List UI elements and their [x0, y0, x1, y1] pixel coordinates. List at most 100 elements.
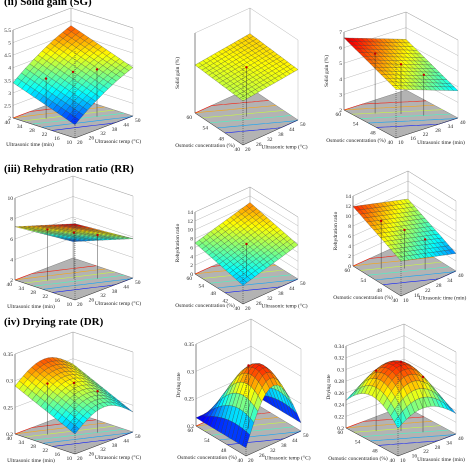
section-title-rehydration-ratio: (iii) Rehydration ratio (RR)	[4, 163, 134, 175]
y-tick-label: 54	[355, 439, 361, 445]
section-title-solid-gain: (ii) Solid gain (SG)	[4, 0, 92, 8]
x-tick-label: 40	[458, 273, 464, 279]
design-points	[373, 52, 425, 116]
x-axis-label: Ultrasonic time (min)	[417, 139, 465, 146]
z-tick-label: 0.34	[334, 344, 344, 350]
z-axis-label: Solid gain (%)	[174, 57, 181, 89]
design-point	[373, 52, 377, 55]
y-tick-label: 28	[29, 128, 35, 134]
z-tick-label: 12	[346, 204, 352, 210]
surface-plot-dr-1: 0.2 0.25 0.3 0.35 20 26 32 38 44 50 10 16 22 28 34 40 Dr…	[0, 331, 141, 464]
z-tick-label: 5	[339, 61, 342, 67]
y-tick-label: 48	[221, 448, 227, 454]
z-tick-label: 0.25	[3, 405, 13, 411]
z-tick-label: 6	[339, 46, 342, 52]
z-axis-label: Solid gain (%)	[323, 55, 330, 87]
surface-plot-dr-3: 0.2 0.22 0.24 0.26 0.28 0.3 0.32 0.34 10 16 22 28 34…	[326, 323, 465, 464]
z-tick-label: 10	[8, 196, 14, 202]
z-tick-label: 2	[8, 116, 11, 122]
x-tick-label: 26	[89, 452, 95, 458]
y-tick-label: 28	[31, 290, 37, 296]
y-tick-label: 10	[67, 302, 73, 308]
surface-mesh	[343, 37, 459, 91]
design-point	[247, 364, 250, 367]
x-tick-label: 32	[267, 296, 273, 302]
design-point	[374, 369, 378, 372]
y-axis-label: Ultrasonic time (min)	[7, 457, 55, 464]
x-tick-label: 16	[412, 454, 418, 460]
x-tick-label: 22	[423, 449, 429, 455]
design-point	[399, 360, 403, 364]
z-tick-label: 4	[8, 66, 11, 72]
surface-mesh	[194, 202, 299, 286]
y-tick-label: 16	[55, 298, 61, 304]
design-point	[96, 390, 99, 393]
z-axis-label: Rehydration ratio	[0, 219, 1, 258]
design-point	[72, 231, 76, 234]
surface-mesh	[14, 223, 134, 242]
design-point	[245, 66, 248, 69]
surface-plot-rr-2: 0 2 4 6 8 10 12 14 20 26 32 38 44 50 40 42 48 54 60 Rehydra…	[175, 186, 308, 312]
z-tick-label: 0	[348, 264, 351, 270]
z-tick-label: 4	[339, 77, 342, 83]
x-tick-label: 28	[435, 445, 441, 451]
design-point	[379, 219, 383, 223]
z-tick-label: 0.3	[337, 367, 344, 373]
z-tick-label: 0.35	[184, 342, 194, 348]
x-tick-label: 50	[300, 122, 306, 128]
z-tick-label: 4.5	[4, 53, 11, 59]
z-tick-label: 3	[8, 91, 11, 97]
section-title-drying-rate: (iv) Drying rate (DR)	[4, 316, 104, 328]
y-tick-label: 54	[361, 278, 367, 284]
y-tick-label: 48	[372, 449, 378, 455]
z-tick-label: 8	[10, 217, 13, 223]
design-point	[71, 70, 75, 74]
x-tick-label: 32	[100, 447, 106, 453]
design-points	[44, 68, 99, 119]
y-tick-label: 10	[67, 456, 73, 462]
x-tick-label: 32	[270, 448, 276, 454]
design-points	[374, 360, 425, 433]
y-tick-label: 54	[199, 284, 205, 290]
y-tick-label: 60	[336, 112, 342, 118]
x-tick-label: 32	[100, 131, 106, 137]
x-tick-label: 20	[248, 458, 254, 464]
design-point	[423, 238, 427, 241]
x-tick-label: 38	[278, 132, 284, 138]
y-axis-label: Osmotic concentration (%)	[328, 455, 388, 462]
surface-plot-rr-1: 2 4 6 8 10 20 26 32 38 44 50 10 16 22 28 34 40 Rehydratio…	[0, 175, 141, 310]
design-point	[245, 242, 248, 246]
design-point	[403, 228, 406, 232]
y-tick-label: 40	[5, 120, 11, 126]
z-axis-label: Drying rate	[0, 381, 1, 407]
z-tick-label: 0.24	[334, 403, 344, 409]
x-tick-label: 16	[410, 136, 416, 142]
design-point	[72, 381, 76, 385]
z-tick-label: 6	[190, 245, 193, 251]
surface-mesh	[352, 198, 457, 262]
z-tick-label: 8	[190, 237, 193, 243]
x-tick-label: 32	[100, 293, 106, 299]
y-axis-label: Osmotic concentration (%)	[177, 454, 237, 461]
y-tick-label: 40	[388, 140, 394, 146]
y-tick-label: 48	[377, 288, 383, 294]
x-tick-label: 20	[245, 147, 251, 153]
y-axis-label: Ultrasonic time (min)	[7, 303, 55, 310]
y-axis-label: Osmotic concentration (%)	[333, 294, 393, 301]
design-points	[46, 228, 99, 281]
z-tick-label: 0.2	[6, 432, 13, 438]
surface-mesh	[345, 360, 457, 429]
x-tick-label: 38	[112, 443, 118, 449]
x-tick-label: 50	[300, 281, 306, 287]
y-tick-label: 42	[223, 299, 229, 305]
design-point	[44, 77, 48, 80]
y-axis-label: Osmotic concentration (%)	[175, 302, 235, 309]
x-tick-label: 44	[123, 438, 129, 444]
z-tick-label: 5.5	[4, 28, 11, 34]
z-axis-label: Drying rate	[326, 374, 332, 400]
z-tick-label: 10	[346, 214, 352, 220]
z-tick-label: 2	[190, 263, 193, 269]
x-tick-label: 26	[256, 301, 262, 307]
y-tick-label: 40	[235, 306, 241, 312]
